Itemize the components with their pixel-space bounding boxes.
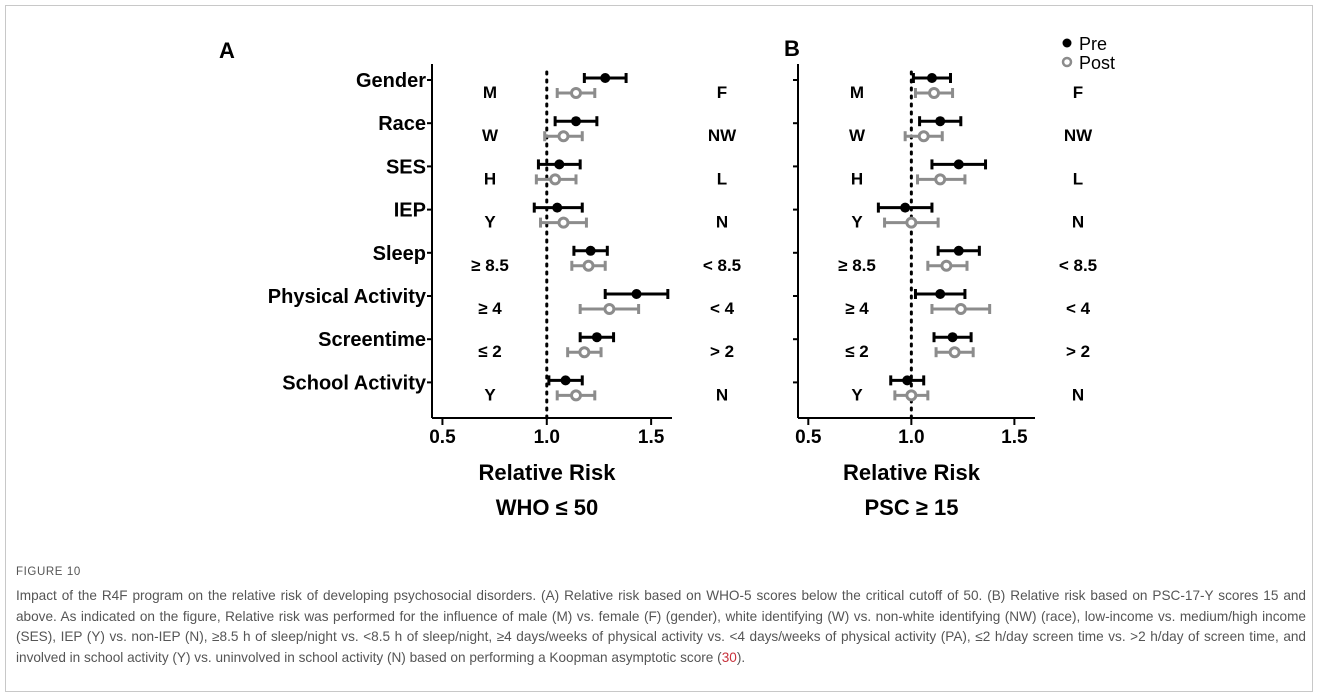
left-group-label: M — [483, 83, 497, 102]
right-group-label: N — [716, 213, 728, 232]
factor-label: SES — [386, 156, 426, 178]
x-tick-label: 1.5 — [638, 427, 665, 448]
post-point — [905, 389, 918, 402]
left-group-label: Y — [484, 213, 496, 232]
post-point — [557, 130, 570, 143]
legend-post-marker — [1061, 56, 1073, 68]
left-group-label: ≥ 4 — [845, 299, 869, 318]
post-point — [905, 216, 918, 229]
left-group-label: ≤ 2 — [478, 342, 502, 361]
x-tick-label: 0.5 — [795, 427, 822, 448]
factor-label: Physical Activity — [268, 286, 427, 308]
figure-frame — [5, 5, 1313, 692]
pre-point — [571, 116, 581, 127]
post-point — [557, 216, 570, 229]
right-group-label: N — [1072, 385, 1084, 404]
pre-point — [935, 289, 946, 299]
pre-point — [554, 159, 565, 170]
left-group-label: Y — [851, 385, 863, 404]
post-point — [928, 87, 941, 99]
post-point — [549, 173, 562, 186]
left-group-label: ≤ 2 — [845, 342, 869, 361]
legend-pre-marker — [1062, 38, 1072, 48]
left-group-label: M — [850, 83, 864, 102]
right-group-label: NW — [1064, 126, 1093, 145]
right-group-label: L — [1073, 169, 1083, 188]
post-point — [934, 173, 947, 186]
left-group-label: ≥ 8.5 — [471, 256, 509, 275]
pre-point — [560, 375, 571, 386]
left-group-label: H — [484, 169, 496, 188]
post-point — [954, 303, 967, 315]
forest-plot-figure: A 0.5 1.0 1.5 Relative Risk WHO ≤ 50 Gender M F R… — [219, 34, 1115, 520]
factor-label: Screentime — [318, 329, 426, 351]
post-point — [570, 389, 582, 402]
x-tick-label: 0.5 — [429, 427, 456, 448]
left-group-label: W — [849, 126, 866, 145]
figure-label: FIGURE 10 — [16, 566, 81, 578]
left-group-label: W — [482, 126, 499, 145]
post-point — [948, 346, 961, 359]
post-point — [570, 87, 582, 99]
right-group-label: < 8.5 — [703, 256, 741, 275]
post-point — [940, 259, 953, 272]
factor-label: School Activity — [282, 372, 427, 394]
post-point — [603, 303, 616, 315]
right-group-label: F — [717, 83, 727, 102]
right-group-label: N — [716, 385, 728, 404]
x-tick-label: 1.5 — [1001, 427, 1028, 448]
right-group-label: > 2 — [1066, 342, 1090, 361]
pre-point — [900, 202, 911, 213]
pre-point — [902, 375, 913, 386]
post-point — [582, 259, 595, 272]
panel-label: A — [219, 38, 235, 63]
x-axis-title: Relative Risk — [843, 460, 981, 485]
left-group-label: Y — [484, 385, 496, 404]
x-axis-title: Relative Risk — [479, 460, 617, 485]
factor-label: IEP — [394, 200, 426, 222]
x-axis-subtitle: WHO ≤ 50 — [496, 495, 599, 520]
left-group-label: H — [851, 169, 863, 188]
left-group-label: ≥ 8.5 — [838, 256, 876, 275]
factor-label: Gender — [356, 70, 426, 92]
x-axis-subtitle: PSC ≥ 15 — [864, 495, 958, 520]
right-group-label: N — [1072, 213, 1084, 232]
right-group-label: F — [1073, 83, 1083, 102]
factor-label: Sleep — [373, 243, 426, 265]
pre-point — [926, 73, 937, 83]
panel-label: B — [784, 36, 800, 61]
pre-point — [591, 332, 602, 343]
caption-text-end: ). — [736, 649, 746, 665]
x-tick-label: 1.0 — [534, 427, 560, 448]
right-group-label: < 4 — [710, 299, 735, 318]
right-group-label: > 2 — [710, 342, 734, 361]
left-group-label: Y — [851, 213, 863, 232]
left-group-label: ≥ 4 — [478, 299, 502, 318]
pre-point — [552, 202, 563, 213]
pre-point — [935, 116, 946, 127]
figure-caption: FIGURE 10 Impact of the R4F program on t… — [16, 566, 1306, 668]
pre-point — [953, 245, 964, 256]
x-tick-label: 1.0 — [898, 427, 924, 448]
legend-post-label: Post — [1079, 53, 1115, 73]
reference-link[interactable]: 30 — [721, 649, 737, 665]
pre-point — [600, 73, 611, 83]
right-group-label: L — [717, 169, 727, 188]
pre-point — [631, 289, 642, 299]
pre-point — [585, 245, 596, 256]
right-group-label: < 4 — [1066, 299, 1091, 318]
factor-label: Race — [378, 113, 426, 135]
legend-pre-label: Pre — [1079, 34, 1107, 54]
caption-text-main: Impact of the R4F program on the relativ… — [16, 588, 1306, 665]
post-point — [578, 346, 591, 359]
pre-point — [953, 159, 964, 170]
right-group-label: < 8.5 — [1059, 256, 1097, 275]
post-point — [917, 130, 930, 143]
pre-point — [947, 332, 958, 343]
caption-text: Impact of the R4F program on the relativ… — [16, 586, 1306, 668]
right-group-label: NW — [708, 126, 737, 145]
